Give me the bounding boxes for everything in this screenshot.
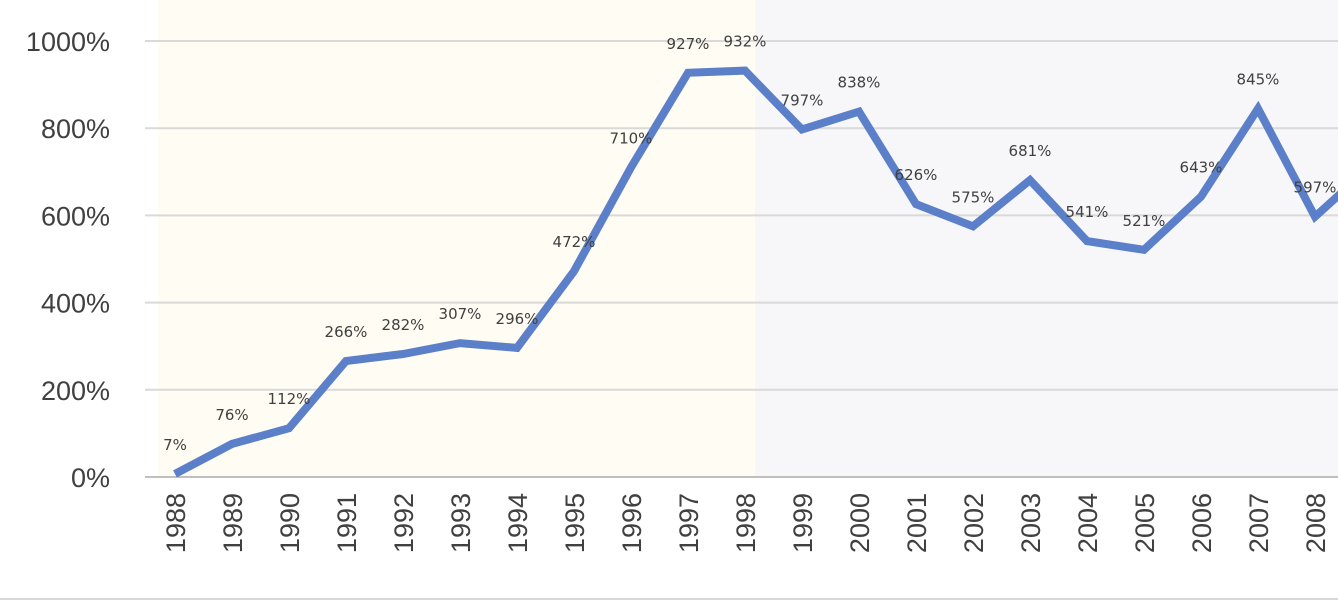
x-tick-label: 2001 xyxy=(902,493,932,553)
y-tick-label: 800% xyxy=(41,114,110,144)
data-label: 521% xyxy=(1123,212,1166,230)
x-tick-label: 2007 xyxy=(1244,493,1274,553)
y-tick-label: 0% xyxy=(71,463,110,493)
series-line-group xyxy=(173,66,1338,478)
data-label: 296% xyxy=(496,310,539,328)
x-axis-ticks: 1988 1989 1990 1991 1992 1993 1994 1995 1996 1997… xyxy=(161,493,1331,553)
data-label: 541% xyxy=(1066,203,1109,221)
x-tick-label: 1997 xyxy=(674,493,704,553)
data-label: 307% xyxy=(439,305,482,323)
y-axis-ticks: 0% 200% 400% 600% 800% 1000% xyxy=(26,27,110,493)
data-labels: 7% 76% 112% 266% 282% 307% 296% 472% 710% 927% 932… xyxy=(163,33,1336,454)
y-tick-label: 600% xyxy=(41,201,110,231)
data-label: 797% xyxy=(781,92,824,110)
bottom-edge-divider xyxy=(0,598,1338,600)
x-tick-label: 1995 xyxy=(560,493,590,553)
background-region-2 xyxy=(755,0,1338,477)
x-tick-label: 1991 xyxy=(332,493,362,553)
x-tick-label: 2003 xyxy=(1016,493,1046,553)
x-tick-label: 1989 xyxy=(218,493,248,553)
x-tick-label: 2008 xyxy=(1301,493,1331,553)
data-label: 112% xyxy=(268,390,311,408)
data-label: 710% xyxy=(610,129,653,147)
x-tick-label: 1993 xyxy=(446,493,476,553)
y-tick-label: 200% xyxy=(41,376,110,406)
gridlines xyxy=(145,40,1338,478)
x-tick-label: 1994 xyxy=(503,493,533,553)
x-tick-label: 1996 xyxy=(617,493,647,553)
x-tick-label: 1988 xyxy=(161,493,191,553)
y-tick-label: 400% xyxy=(41,289,110,319)
x-tick-label: 2005 xyxy=(1130,493,1160,553)
series-line xyxy=(173,66,1338,478)
data-label: 575% xyxy=(952,188,995,206)
data-label: 932% xyxy=(724,33,767,51)
data-label: 597% xyxy=(1294,179,1337,197)
y-tick-label: 1000% xyxy=(26,27,110,57)
data-label: 845% xyxy=(1237,71,1280,89)
x-tick-label: 1992 xyxy=(389,493,419,553)
data-label: 681% xyxy=(1009,142,1052,160)
x-tick-label: 2002 xyxy=(959,493,989,553)
background-regions xyxy=(158,0,1338,477)
x-tick-label: 1990 xyxy=(275,493,305,553)
data-label: 472% xyxy=(553,233,596,251)
data-label: 927% xyxy=(667,35,710,53)
data-label: 643% xyxy=(1180,159,1223,177)
data-label: 266% xyxy=(325,323,368,341)
x-tick-label: 2000 xyxy=(845,493,875,553)
data-label: 282% xyxy=(382,316,425,334)
background-region-1 xyxy=(158,0,755,477)
data-label: 838% xyxy=(838,74,881,92)
x-tick-label: 1999 xyxy=(788,493,818,553)
x-tick-label: 1998 xyxy=(731,493,761,553)
data-label: 626% xyxy=(895,166,938,184)
data-label: 76% xyxy=(215,406,248,424)
x-tick-label: 2006 xyxy=(1187,493,1217,553)
x-tick-label: 2004 xyxy=(1073,493,1103,553)
data-label: 7% xyxy=(163,436,187,454)
